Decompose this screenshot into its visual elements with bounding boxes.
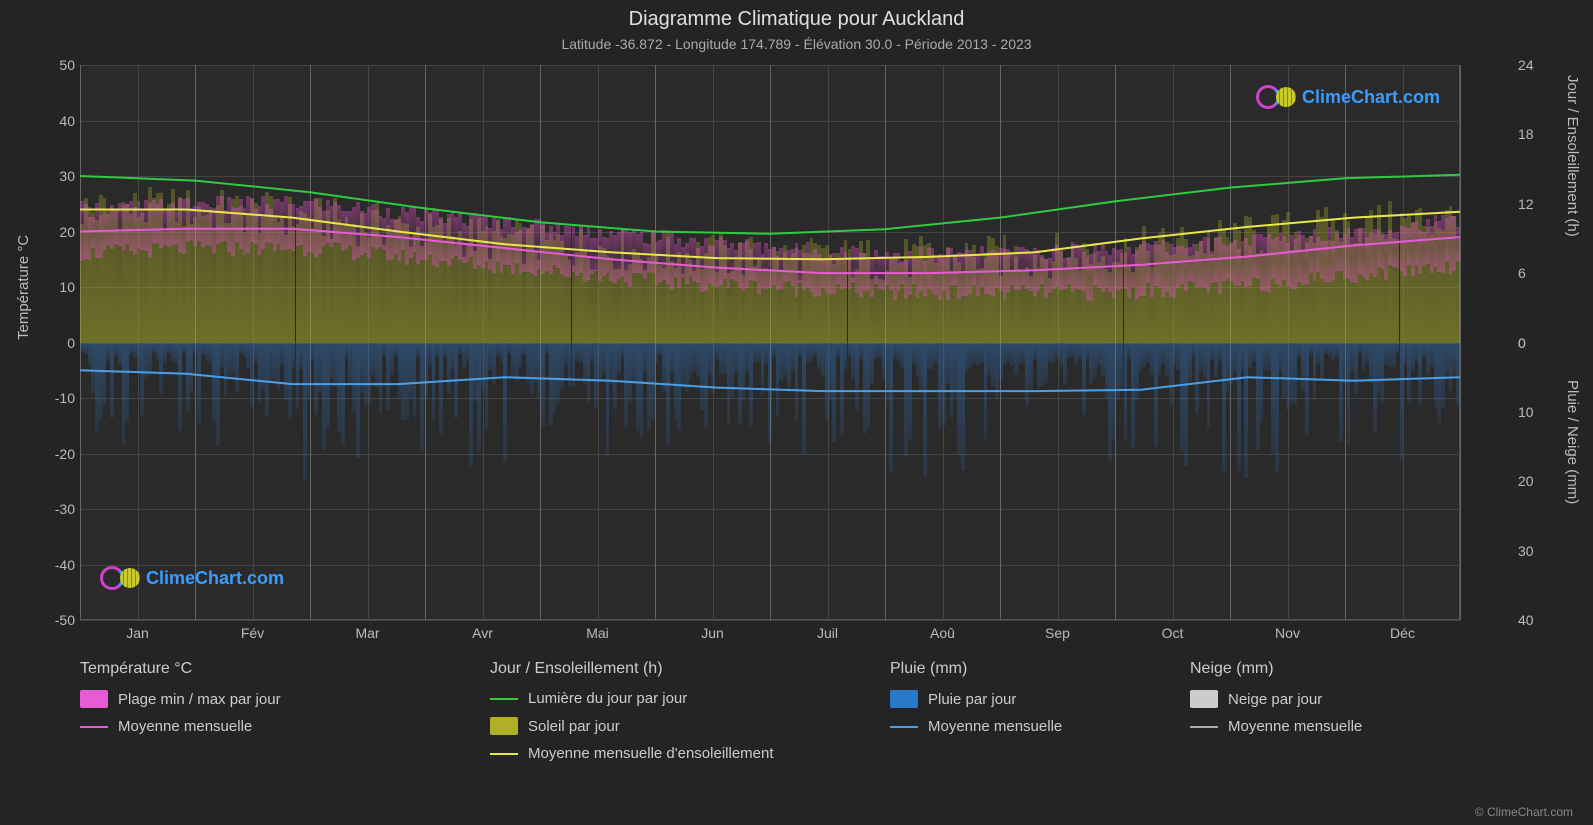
- tick-right-hours: 24: [1518, 57, 1553, 73]
- y-axis-left-label: Température °C: [15, 235, 32, 340]
- legend-swatch: [80, 690, 108, 708]
- logo-text: ClimeChart.com: [146, 568, 284, 589]
- legend-label: Neige par jour: [1228, 691, 1322, 708]
- tick-month: Déc: [1390, 625, 1415, 641]
- legend-swatch: [890, 690, 918, 708]
- tick-right-mm: 40: [1518, 612, 1553, 628]
- tick-left: 30: [40, 168, 75, 184]
- legend-swatch: [490, 753, 518, 755]
- legend-header: Jour / Ensoleillement (h): [490, 660, 890, 678]
- y-axis-right-bottom-label: Pluie / Neige (mm): [1564, 380, 1581, 504]
- chart-title: Diagramme Climatique pour Auckland: [0, 8, 1593, 31]
- legend-swatch: [890, 726, 918, 728]
- tick-month: Juil: [817, 625, 838, 641]
- tick-right-hours: 12: [1518, 196, 1553, 212]
- tick-month: Avr: [472, 625, 493, 641]
- legend-header: Neige (mm): [1190, 660, 1470, 678]
- legend-item: Moyenne mensuelle: [1190, 718, 1470, 735]
- legend-label: Moyenne mensuelle: [1228, 718, 1362, 735]
- legend-col-temperature: Température °C Plage min / max par jour M…: [80, 660, 490, 762]
- legend-item: Neige par jour: [1190, 690, 1470, 708]
- legend-item: Moyenne mensuelle: [890, 718, 1190, 735]
- legend-label: Pluie par jour: [928, 691, 1016, 708]
- tick-left: -40: [40, 557, 75, 573]
- legend-label: Lumière du jour par jour: [528, 690, 687, 707]
- tick-right-mm: 20: [1518, 473, 1553, 489]
- legend: Température °C Plage min / max par jour M…: [80, 660, 1480, 762]
- tick-left: 10: [40, 279, 75, 295]
- tick-month: Jan: [126, 625, 149, 641]
- logo-text: ClimeChart.com: [1302, 87, 1440, 108]
- legend-swatch: [1190, 690, 1218, 708]
- logo-top: ClimeChart.com: [1256, 85, 1440, 109]
- legend-label: Moyenne mensuelle: [928, 718, 1062, 735]
- chart-subtitle: Latitude -36.872 - Longitude 174.789 - É…: [0, 36, 1593, 52]
- tick-right-mm: 0: [1518, 335, 1553, 351]
- tick-month: Mai: [586, 625, 609, 641]
- tick-left: -20: [40, 446, 75, 462]
- tick-left: -10: [40, 390, 75, 406]
- lines-layer: [80, 65, 1460, 620]
- tick-right-hours: 18: [1518, 126, 1553, 142]
- logo-sun-icon: [1276, 87, 1296, 107]
- legend-col-snow: Neige (mm) Neige par jour Moyenne mensuel…: [1190, 660, 1470, 762]
- tick-month: Aoû: [930, 625, 955, 641]
- tick-month: Fév: [241, 625, 264, 641]
- legend-item: Moyenne mensuelle d'ensoleillement: [490, 745, 890, 762]
- legend-swatch: [80, 726, 108, 728]
- legend-col-rain: Pluie (mm) Pluie par jour Moyenne mensuel…: [890, 660, 1190, 762]
- copyright-text: © ClimeChart.com: [1475, 805, 1573, 819]
- tick-right-mm: 10: [1518, 404, 1553, 420]
- tick-month: Oct: [1162, 625, 1184, 641]
- tick-left: 40: [40, 113, 75, 129]
- tick-left: 50: [40, 57, 75, 73]
- legend-swatch: [490, 717, 518, 735]
- legend-item: Soleil par jour: [490, 717, 890, 735]
- logo-sun-icon: [120, 568, 140, 588]
- legend-swatch: [490, 698, 518, 700]
- tick-month: Jun: [701, 625, 724, 641]
- tick-month: Mar: [355, 625, 379, 641]
- tick-left: 20: [40, 224, 75, 240]
- tick-right-hours: 6: [1518, 265, 1553, 281]
- legend-label: Moyenne mensuelle: [118, 718, 252, 735]
- tick-left: -50: [40, 612, 75, 628]
- legend-label: Plage min / max par jour: [118, 691, 281, 708]
- y-axis-right-top-label: Jour / Ensoleillement (h): [1564, 75, 1581, 237]
- logo-bottom: ClimeChart.com: [100, 566, 284, 590]
- legend-label: Soleil par jour: [528, 718, 620, 735]
- legend-header: Température °C: [80, 660, 490, 678]
- legend-swatch: [1190, 726, 1218, 728]
- legend-label: Moyenne mensuelle d'ensoleillement: [528, 745, 774, 762]
- legend-item: Moyenne mensuelle: [80, 718, 490, 735]
- legend-item: Plage min / max par jour: [80, 690, 490, 708]
- tick-right-mm: 30: [1518, 543, 1553, 559]
- plot-area: ClimeChart.com ClimeChart.com: [80, 65, 1460, 620]
- legend-item: Lumière du jour par jour: [490, 690, 890, 707]
- legend-header: Pluie (mm): [890, 660, 1190, 678]
- tick-left: -30: [40, 501, 75, 517]
- legend-col-daylight: Jour / Ensoleillement (h) Lumière du jou…: [490, 660, 890, 762]
- climate-chart: Diagramme Climatique pour Auckland Latit…: [0, 0, 1593, 825]
- tick-month: Nov: [1275, 625, 1300, 641]
- tick-left: 0: [40, 335, 75, 351]
- tick-month: Sep: [1045, 625, 1070, 641]
- legend-item: Pluie par jour: [890, 690, 1190, 708]
